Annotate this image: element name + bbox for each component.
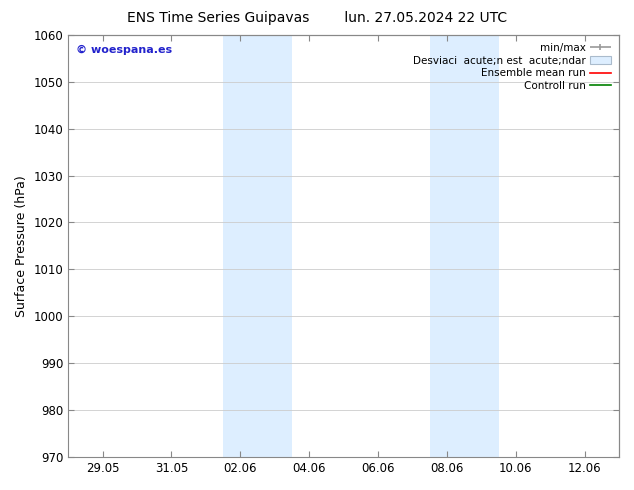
Text: ENS Time Series Guipavas        lun. 27.05.2024 22 UTC: ENS Time Series Guipavas lun. 27.05.2024…: [127, 11, 507, 25]
Bar: [430, 35, 498, 457]
Legend: min/max, Desviaci  acute;n est  acute;ndar, Ensemble mean run, Controll run: min/max, Desviaci acute;n est acute;ndar…: [410, 40, 614, 94]
Bar: [223, 35, 292, 457]
Text: © woespana.es: © woespana.es: [77, 45, 172, 55]
Y-axis label: Surface Pressure (hPa): Surface Pressure (hPa): [15, 175, 28, 317]
